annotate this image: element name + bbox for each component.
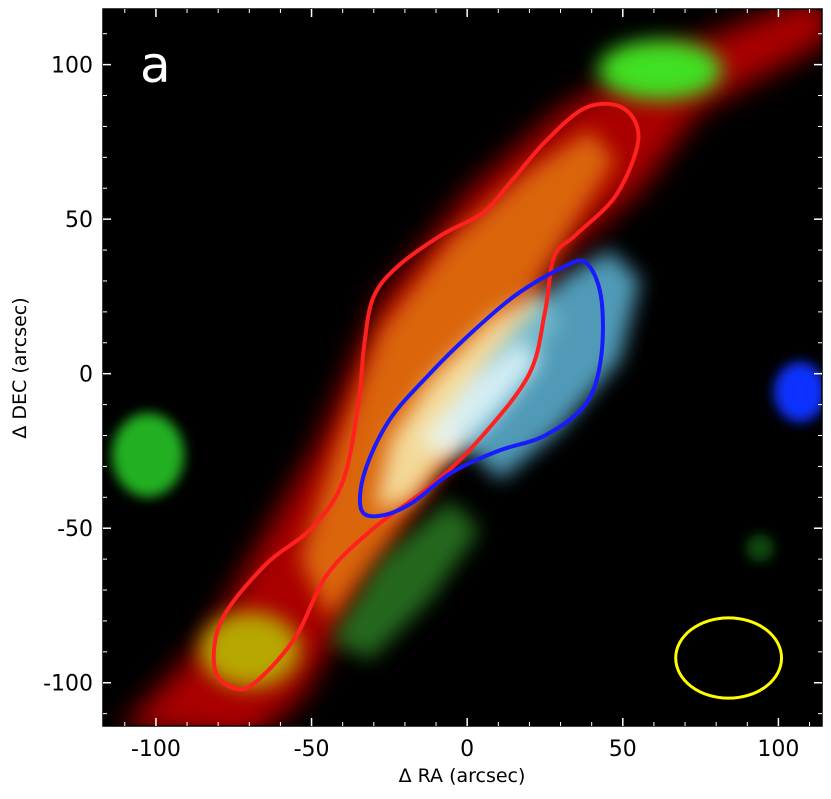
cyan-emission	[450, 250, 640, 480]
plot-frame	[102, 8, 823, 727]
y-axis-label: Δ DEC (arcsec)	[9, 297, 31, 438]
x-axis-label: Δ RA (arcsec)	[399, 765, 526, 787]
beam-layer	[674, 616, 784, 700]
contour-layer	[211, 101, 641, 692]
yellow-knot	[200, 612, 300, 688]
x-tick-label: 100	[757, 737, 799, 762]
blue-contour	[357, 258, 605, 519]
plot-area: a	[102, 8, 823, 727]
x-tick-label: -50	[294, 737, 330, 762]
green-blob-left	[112, 413, 184, 497]
red-contour	[211, 101, 641, 692]
y-tick-label: -50	[57, 517, 93, 542]
x-tick-label: -100	[131, 737, 181, 762]
x-tick-label: 0	[460, 737, 474, 762]
beam-ellipse	[674, 616, 784, 700]
y-tick-label: 0	[79, 363, 93, 388]
emission-image	[112, 9, 822, 726]
y-tick-label: -100	[43, 672, 93, 697]
green-blob-top	[598, 40, 722, 100]
x-tick-label: 50	[609, 737, 637, 762]
white-highlight	[420, 340, 540, 460]
y-tick-label: 50	[65, 208, 93, 233]
y-axis: 100 50 0 -50 -100	[43, 33, 822, 715]
blue-blob-right	[774, 362, 822, 422]
green-blob-small	[746, 534, 774, 562]
y-tick-label: 100	[51, 54, 93, 79]
panel-label: a	[140, 36, 171, 94]
x-axis: -100 -50 0 50 100	[124, 9, 811, 762]
green-tail	[330, 500, 480, 660]
